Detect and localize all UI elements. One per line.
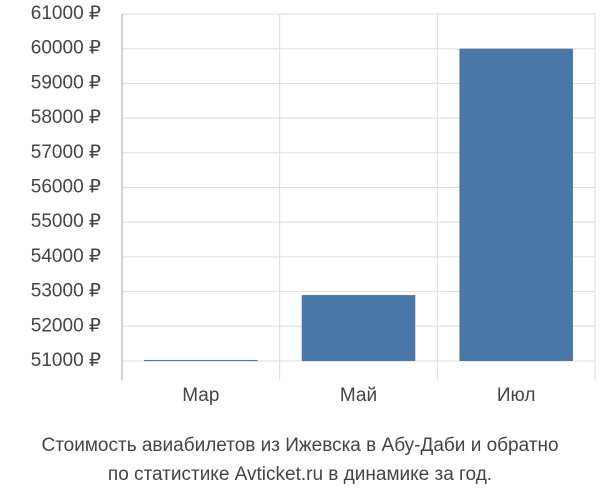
y-tick-label: 51000 ₽	[31, 350, 101, 371]
y-tick-label: 56000 ₽	[31, 177, 101, 198]
bar	[459, 48, 573, 361]
y-tick-label: 60000 ₽	[31, 38, 101, 59]
y-tick-label: 54000 ₽	[31, 246, 101, 267]
y-tick-label: 57000 ₽	[31, 142, 101, 163]
y-tick-label: 53000 ₽	[31, 281, 101, 302]
y-tick-label: 61000 ₽	[31, 3, 101, 24]
y-tick-label: 58000 ₽	[31, 107, 101, 128]
chart-title: по статистике Avticket.ru в динамике за …	[108, 464, 492, 485]
y-tick-label: 59000 ₽	[31, 72, 101, 93]
bar	[144, 359, 258, 361]
chart-title: Стоимость авиабилетов из Ижевска в Абу-Д…	[41, 435, 558, 456]
x-tick-label: Мар	[182, 385, 219, 406]
bar	[301, 295, 416, 361]
y-tick-label: 55000 ₽	[31, 211, 101, 232]
x-tick-label: Май	[340, 385, 377, 406]
x-tick-label: Июл	[497, 385, 536, 406]
y-tick-label: 52000 ₽	[31, 315, 101, 336]
